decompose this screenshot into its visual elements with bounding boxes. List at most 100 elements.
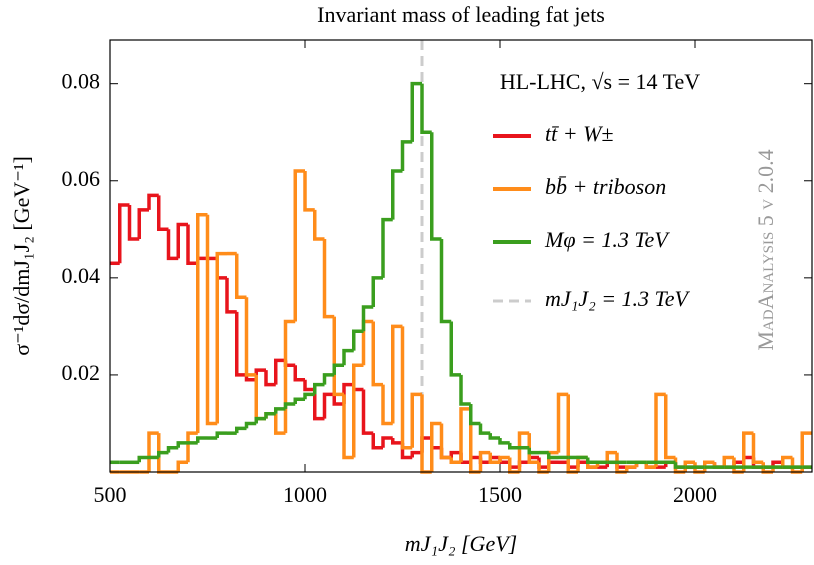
histogram-step bbox=[274, 358, 286, 385]
y-tick-label: 0.02 bbox=[62, 360, 101, 385]
y-tick-label: 0.08 bbox=[62, 69, 101, 94]
legend-label: bb̄ + triboson bbox=[545, 174, 666, 199]
histogram-step bbox=[800, 431, 812, 472]
histogram-step bbox=[459, 407, 471, 463]
histogram-step bbox=[176, 460, 188, 472]
histogram-step bbox=[137, 208, 149, 240]
histogram-step bbox=[605, 450, 617, 463]
x-tick-label: 2000 bbox=[673, 482, 717, 507]
histogram-step bbox=[400, 326, 413, 450]
histogram-step bbox=[381, 217, 393, 278]
histogram-step bbox=[215, 431, 227, 439]
histogram-step bbox=[527, 447, 539, 455]
histogram-step bbox=[235, 253, 247, 300]
histogram-step bbox=[293, 365, 305, 382]
histogram-step bbox=[118, 203, 130, 264]
histogram-step bbox=[342, 348, 354, 366]
histogram-step bbox=[361, 305, 374, 332]
histogram-step bbox=[371, 276, 383, 307]
histogram-step bbox=[498, 455, 510, 463]
histogram-step bbox=[166, 445, 179, 453]
histogram-step bbox=[254, 416, 266, 424]
histogram-step bbox=[244, 297, 257, 377]
histogram-step bbox=[303, 379, 315, 392]
histogram-step bbox=[313, 382, 325, 395]
watermark: MadAnalysis 5 v 2.0.4 bbox=[753, 149, 778, 350]
y-axis-label: σ⁻¹dσ/dmJ₁J₂ [GeV⁻¹] bbox=[9, 156, 34, 356]
histogram-step bbox=[313, 209, 325, 241]
histogram-step bbox=[410, 392, 422, 448]
histogram-step bbox=[303, 171, 315, 212]
histogram-step bbox=[488, 452, 500, 465]
y-tick-label: 0.06 bbox=[62, 166, 101, 191]
histogram-step bbox=[322, 239, 335, 319]
histogram-step bbox=[478, 450, 491, 472]
histogram-step bbox=[625, 465, 637, 472]
y-tick-label: 0.04 bbox=[62, 263, 101, 288]
histogram-step bbox=[196, 436, 208, 443]
legend-label: tt̄ + W± bbox=[545, 121, 613, 146]
histogram-step bbox=[332, 394, 344, 406]
histogram-step bbox=[517, 431, 530, 472]
histogram-step bbox=[381, 436, 393, 448]
histogram-step bbox=[722, 455, 734, 468]
histogram-step bbox=[556, 392, 569, 453]
histogram-step bbox=[673, 462, 686, 469]
histogram-step bbox=[342, 394, 354, 460]
histogram-step bbox=[157, 195, 169, 232]
histogram-step bbox=[410, 450, 422, 458]
histogram-step bbox=[391, 324, 403, 424]
histogram-step bbox=[381, 384, 393, 426]
legend-label: Mφ = 1.3 TeV bbox=[544, 227, 670, 252]
histogram-step bbox=[654, 392, 666, 468]
histogram-step bbox=[137, 455, 149, 463]
histogram-step bbox=[391, 438, 403, 445]
histogram-step bbox=[498, 438, 510, 445]
histogram-step bbox=[371, 321, 383, 387]
histogram-step bbox=[166, 229, 179, 261]
histogram-step bbox=[244, 421, 257, 429]
histogram-step bbox=[127, 205, 140, 241]
histogram-step bbox=[186, 431, 198, 463]
histogram-step bbox=[527, 433, 539, 465]
histogram-step bbox=[332, 363, 344, 375]
histogram-step bbox=[147, 193, 159, 210]
histogram-step bbox=[361, 389, 374, 435]
histogram-step bbox=[430, 132, 442, 241]
histogram-step bbox=[371, 433, 383, 450]
histogram-step bbox=[283, 319, 296, 434]
x-tick-label: 1000 bbox=[283, 482, 327, 507]
x-axis-label: mJ₁J₂ [GeV] bbox=[405, 531, 517, 556]
histogram-step bbox=[488, 433, 500, 440]
histogram-step bbox=[547, 452, 559, 460]
chart-title: Invariant mass of leading fat jets bbox=[317, 2, 605, 27]
histogram-step bbox=[478, 423, 491, 435]
histogram-step bbox=[186, 224, 198, 266]
histogram-step bbox=[400, 140, 413, 172]
histogram-step bbox=[352, 329, 364, 351]
x-tick-label: 500 bbox=[94, 482, 127, 507]
histogram-step bbox=[264, 412, 276, 419]
annotation: HL-LHC, √s = 14 TeV bbox=[500, 69, 700, 94]
histogram-step bbox=[225, 277, 237, 314]
histogram-step bbox=[264, 370, 276, 387]
histogram-step bbox=[332, 316, 344, 397]
histogram-step bbox=[586, 457, 598, 465]
histogram-step bbox=[410, 81, 422, 142]
histogram-step bbox=[283, 402, 296, 409]
histogram-step bbox=[176, 441, 188, 448]
legend-label: mJ₁J₂ = 1.3 TeV bbox=[545, 286, 691, 311]
histogram-step bbox=[439, 423, 452, 460]
histogram-step bbox=[781, 455, 793, 468]
histogram-step bbox=[742, 431, 754, 472]
histogram-step bbox=[664, 394, 676, 460]
histogram-step bbox=[157, 450, 169, 458]
histogram-step bbox=[322, 392, 335, 419]
histogram-step bbox=[235, 311, 247, 377]
histogram-step bbox=[751, 433, 764, 465]
x-tick-label: 1500 bbox=[478, 482, 522, 507]
histogram-step bbox=[430, 421, 442, 472]
histogram-step bbox=[196, 212, 208, 434]
histogram-step bbox=[508, 442, 520, 450]
